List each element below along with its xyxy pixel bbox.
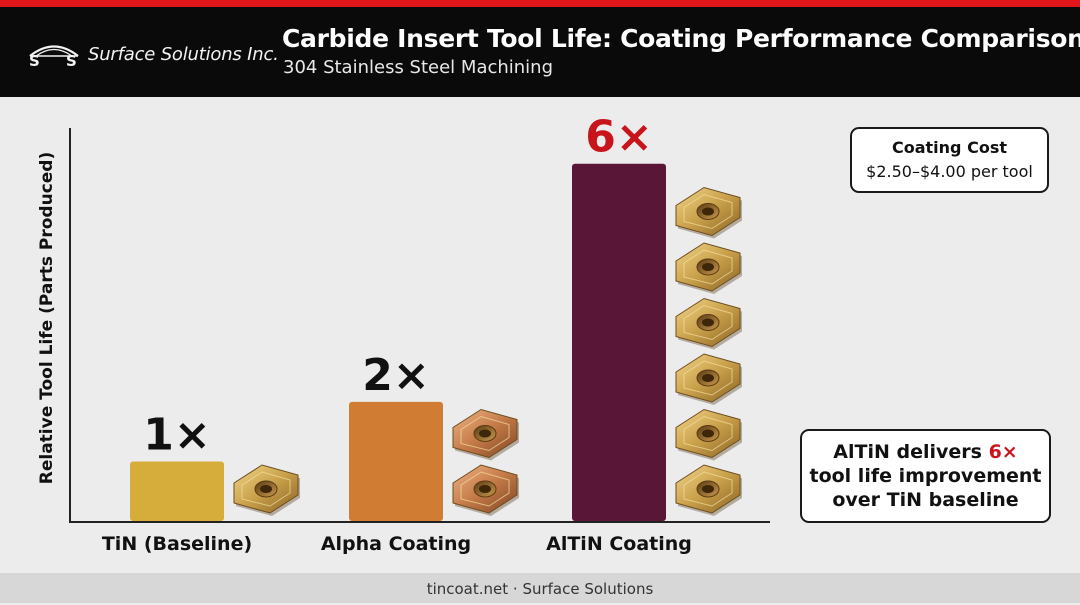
note-text: AlTiN delivers — [833, 441, 989, 463]
bar-1 — [130, 461, 224, 521]
company-logo: S S Surface Solutions Inc. — [28, 37, 279, 71]
note-line-3: over TiN baseline — [832, 489, 1019, 511]
improvement-note-box: AlTiN delivers 6× tool life improvement … — [800, 429, 1051, 523]
value-label-2: 2× — [362, 350, 429, 401]
header-banner: S S Surface Solutions Inc. Carbide Inser… — [0, 7, 1080, 97]
carbide-insert-icon — [675, 297, 742, 350]
value-label-1: 1× — [143, 409, 210, 460]
y-axis-label: Relative Tool Life (Parts Produced) — [37, 152, 57, 484]
svg-text:S: S — [66, 52, 77, 69]
category-label-1: TiN (Baseline) — [102, 533, 252, 555]
category-label-3: AlTiN Coating — [546, 533, 692, 555]
page-subtitle: 304 Stainless Steel Machining — [283, 57, 554, 78]
carbide-insert-icon — [675, 242, 742, 294]
footer: tincoat.net · Surface Solutions — [0, 573, 1080, 603]
note-highlight: 6× — [988, 441, 1018, 463]
carbide-insert-icon — [452, 408, 519, 461]
top-accent-bar — [0, 0, 1080, 7]
logo-mark-icon: S S — [29, 45, 79, 69]
page-title: Carbide Insert Tool Life: Coating Perfor… — [282, 24, 1080, 53]
note-line-2: tool life improvement — [809, 465, 1042, 487]
coating-cost-box: Coating Cost $2.50–$4.00 per tool — [850, 127, 1049, 193]
svg-text:S: S — [29, 52, 40, 69]
carbide-insert-icon — [452, 464, 519, 516]
category-label-2: Alpha Coating — [321, 533, 471, 555]
carbide-insert-icon — [675, 186, 742, 239]
coating-cost-title: Coating Cost — [892, 138, 1007, 157]
bars-group: 1× TiN (Baseline) 2× Alpha Coating 6× AlTiN C… — [102, 112, 742, 555]
chart-axes — [69, 128, 770, 523]
footer-text: tincoat.net · Surface Solutions — [426, 580, 654, 598]
carbide-insert-icon — [675, 464, 742, 516]
carbide-insert-icon — [233, 464, 300, 516]
company-name: Surface Solutions Inc. — [88, 43, 279, 65]
value-label-3: 6× — [585, 112, 652, 163]
coating-cost-value: $2.50–$4.00 per tool — [866, 162, 1033, 181]
carbide-insert-icon — [675, 408, 742, 461]
bar-3 — [572, 163, 666, 521]
bar-2 — [349, 401, 443, 521]
carbide-insert-icon — [675, 353, 742, 405]
bar-chart: Relative Tool Life (Parts Produced) 1× Ti… — [37, 112, 770, 555]
